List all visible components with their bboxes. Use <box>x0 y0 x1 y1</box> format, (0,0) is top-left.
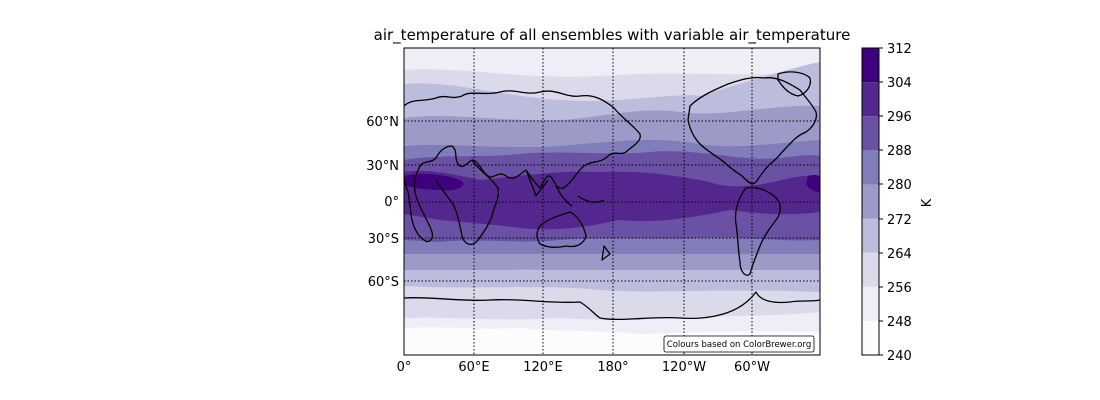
colorbar-band-304-312 <box>862 48 879 83</box>
colorbar-label-312: 312 <box>887 42 912 57</box>
gridlines <box>404 48 820 355</box>
coastlines <box>404 71 820 321</box>
colorbar-label-272: 272 <box>887 213 912 228</box>
colorbar-label-288: 288 <box>887 144 912 159</box>
lon-label-180: 180° <box>597 360 628 375</box>
colorbar-label-256: 256 <box>887 281 912 296</box>
lat-label-30s: 30°S <box>368 232 399 247</box>
temperature-field <box>404 48 820 355</box>
lon-labels: 0° 60°E 120°E 180° 120°W 60°W <box>397 360 770 375</box>
colorbar-band-288-296 <box>862 116 879 151</box>
coastline-north-america <box>687 76 818 185</box>
colorbar-band-248-256 <box>862 286 879 321</box>
colorbar-bands <box>862 48 879 355</box>
colorbar-band-280-288 <box>862 150 879 185</box>
colorbar-band-272-280 <box>862 184 879 219</box>
colorbar-label-264: 264 <box>887 247 912 262</box>
contour-band-312-hotspot <box>404 173 464 191</box>
lon-label-60w: 60°W <box>734 360 770 375</box>
figure-title: air_temperature of all ensembles with va… <box>374 26 851 45</box>
colorbar-unit-label: K <box>920 198 935 207</box>
colorbar-label-296: 296 <box>887 110 912 125</box>
credit-box-border <box>663 335 815 353</box>
coastline-australia <box>536 211 587 248</box>
colorbar-ticks <box>879 47 883 356</box>
lat-label-60n: 60°N <box>366 115 399 130</box>
lon-label-120e: 120°E <box>523 360 563 375</box>
colorbar-band-240-248 <box>862 320 879 355</box>
colorbar-label-240: 240 <box>887 349 912 364</box>
lon-label-120w: 120°W <box>662 360 706 375</box>
credit-box: Colours based on ColorBrewer.org <box>663 335 815 353</box>
credit-text: Colours based on ColorBrewer.org <box>667 340 811 350</box>
lon-label-60e: 60°E <box>458 360 489 375</box>
lat-labels: 60°N 30°N 0° 30°S 60°S <box>366 115 399 290</box>
coastline-new-zealand <box>601 245 611 261</box>
colorbar-frame <box>861 47 880 356</box>
colorbar-label-304: 304 <box>887 76 912 91</box>
coastline-antarctica <box>404 291 820 321</box>
contour-band-304 <box>404 170 820 230</box>
colorbar-band-264-272 <box>862 218 879 253</box>
map-frame <box>403 47 821 356</box>
contour-band-264-south <box>404 286 820 321</box>
coastline-eurasia-africa <box>404 90 641 243</box>
colorbar: 312 304 296 288 280 272 264 256 248 240 … <box>861 42 935 364</box>
lat-label-60s: 60°S <box>368 275 399 290</box>
lon-label-0: 0° <box>397 360 412 375</box>
coastline-africa-south <box>435 159 500 246</box>
colorbar-tick-labels: 312 304 296 288 280 272 264 256 248 240 <box>887 42 912 364</box>
lat-label-0: 0° <box>384 195 399 210</box>
colorbar-band-296-304 <box>862 82 879 117</box>
colorbar-label-248: 248 <box>887 315 912 330</box>
map-area: Colours based on ColorBrewer.org 60°N 30… <box>366 47 821 375</box>
contour-band-312-hotspot-americas <box>806 174 820 192</box>
coastline-greenland <box>777 71 812 97</box>
coastline-south-america <box>734 186 781 276</box>
lat-label-30n: 30°N <box>366 159 399 174</box>
colorbar-label-280: 280 <box>887 178 912 193</box>
colorbar-band-256-264 <box>862 252 879 287</box>
